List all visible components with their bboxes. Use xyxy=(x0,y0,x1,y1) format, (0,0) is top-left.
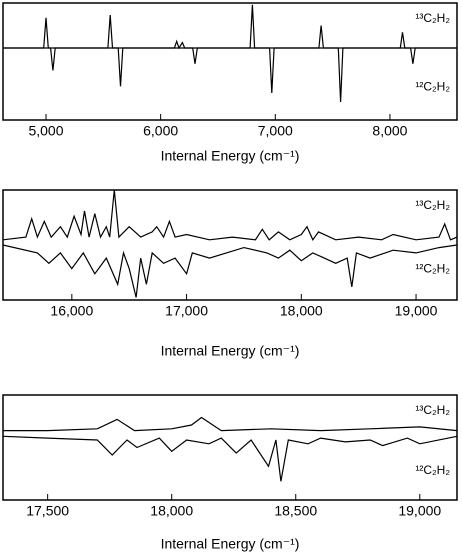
x-tick-label: 7,000 xyxy=(258,123,293,139)
spectrum-line xyxy=(3,4,457,50)
legend-label: ¹³C₂H₂ xyxy=(415,403,450,417)
plot-frame xyxy=(2,189,458,301)
x-tick-label: 17,000 xyxy=(165,303,208,319)
legend-label: ¹³C₂H₂ xyxy=(415,198,450,212)
spectrum-line xyxy=(2,244,458,298)
x-axis-label: Internal Energy (cm⁻¹) xyxy=(161,343,300,359)
spectrum-line xyxy=(2,435,458,482)
x-tick-label: 16,000 xyxy=(50,303,93,319)
legend-label: ¹²C₂H₂ xyxy=(415,79,450,93)
x-tick-label: 8,000 xyxy=(372,123,407,139)
legend-label: ¹²C₂H₂ xyxy=(415,463,450,477)
plot-frame xyxy=(2,394,458,501)
x-tick-label: 5,000 xyxy=(28,123,63,139)
x-axis-label: Internal Energy (cm⁻¹) xyxy=(161,148,300,164)
x-tick-label: 18,000 xyxy=(280,303,323,319)
legend-label: ¹³C₂H₂ xyxy=(415,11,450,25)
x-tick-label: 18,500 xyxy=(274,503,317,519)
legend-label: ¹²C₂H₂ xyxy=(415,261,450,275)
spectrum-line xyxy=(3,47,457,103)
x-tick-label: 19,000 xyxy=(395,303,438,319)
x-tick-label: 6,000 xyxy=(143,123,178,139)
x-tick-label: 17,500 xyxy=(26,503,69,519)
spectrum-line xyxy=(2,189,458,241)
spectrum-line xyxy=(3,416,458,432)
x-axis-label: Internal Energy (cm⁻¹) xyxy=(161,536,300,552)
x-tick-label: 19,000 xyxy=(398,503,441,519)
x-tick-label: 18,000 xyxy=(150,503,193,519)
plot-frame xyxy=(2,2,458,121)
